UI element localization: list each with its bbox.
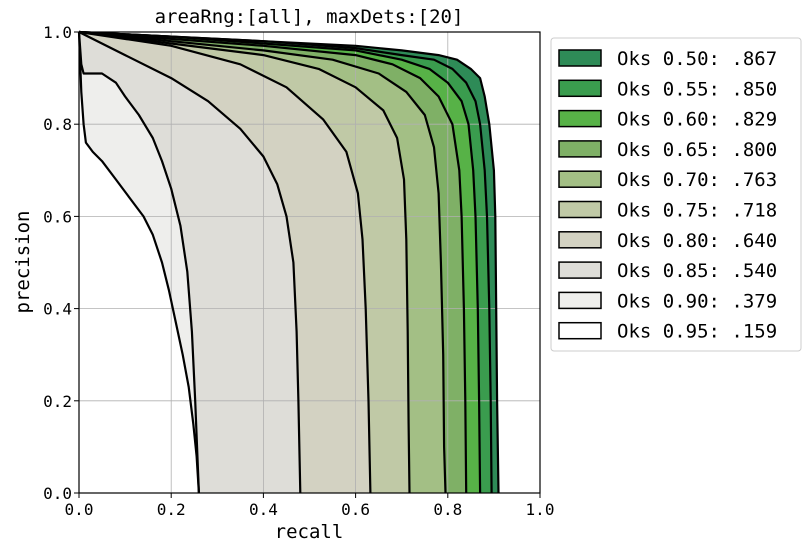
curve-line-6 — [78, 30, 372, 494]
y-tick-label-1: 0.2 — [43, 392, 72, 411]
x-tick-label-3: 0.6 — [341, 500, 370, 519]
legend-label-4: Oks 0.70: .763 — [617, 169, 777, 191]
x-tick-label-5: 1.0 — [526, 500, 555, 519]
curve-lines — [77, 30, 500, 494]
legend-swatch-8 — [558, 291, 602, 310]
curve-line-8 — [77, 31, 200, 494]
x-axis-label: recall — [275, 521, 344, 543]
curve-line-1 — [78, 30, 493, 494]
chart-title: areaRng:[all], maxDets:[20] — [155, 6, 464, 28]
legend-label-2: Oks 0.60: .829 — [617, 109, 777, 131]
curve-line-4 — [78, 30, 447, 494]
y-tick-label-0: 0.0 — [43, 484, 72, 503]
legend-frame — [550, 37, 802, 352]
legend-label-8: Oks 0.90: .379 — [617, 290, 777, 312]
legend-label-0: Oks 0.50: .867 — [617, 48, 777, 70]
area-fill-9 — [79, 32, 199, 493]
y-tick-label-4: 0.8 — [43, 115, 72, 134]
legend-swatch-2 — [558, 109, 602, 128]
legend-swatch-6 — [558, 231, 602, 249]
x-axis-ticks: 0.0 0.2 0.4 0.6 0.8 1.0 — [65, 493, 555, 519]
x-tick-label-2: 0.4 — [249, 500, 278, 519]
legend-label-6: Oks 0.80: .640 — [617, 230, 777, 252]
legend-swatch-4 — [558, 170, 602, 188]
legend-swatch-5 — [558, 200, 602, 219]
legend-swatch-0 — [558, 49, 602, 67]
curve-line-3 — [78, 30, 468, 494]
legend-swatch-7 — [558, 261, 602, 279]
legend-swatch-3 — [558, 140, 602, 158]
y-axis-ticks: 0.0 0.2 0.4 0.6 0.8 1.0 — [43, 23, 79, 503]
y-axis-label: precision — [12, 211, 34, 314]
legend-swatch-9 — [558, 321, 602, 340]
legend-swatch-1 — [558, 79, 602, 98]
x-tick-label-4: 0.8 — [433, 500, 462, 519]
legend: Oks 0.50: .867 Oks 0.55: .850 Oks 0.60: .8… — [550, 37, 802, 352]
plot-frame — [78, 31, 541, 494]
x-tick-label-1: 0.2 — [157, 500, 186, 519]
legend-label-3: Oks 0.65: .800 — [617, 139, 777, 161]
curve-line-0 — [78, 30, 500, 494]
y-tick-label-5: 1.0 — [43, 23, 72, 42]
x-tick-label-0: 0.0 — [65, 500, 94, 519]
curve-line-7 — [78, 31, 302, 494]
y-tick-label-3: 0.6 — [43, 207, 72, 226]
legend-label-7: Oks 0.85: .540 — [617, 260, 777, 282]
legend-label-5: Oks 0.75: .718 — [617, 200, 777, 222]
curve-line-2 — [78, 30, 482, 494]
curve-line-5 — [78, 30, 411, 494]
y-tick-label-2: 0.4 — [43, 300, 72, 319]
legend-label-9: Oks 0.95: .159 — [617, 321, 777, 343]
legend-label-1: Oks 0.55: .850 — [617, 78, 777, 100]
plot-area-fills — [79, 32, 499, 493]
curve-line-9 — [77, 31, 200, 494]
